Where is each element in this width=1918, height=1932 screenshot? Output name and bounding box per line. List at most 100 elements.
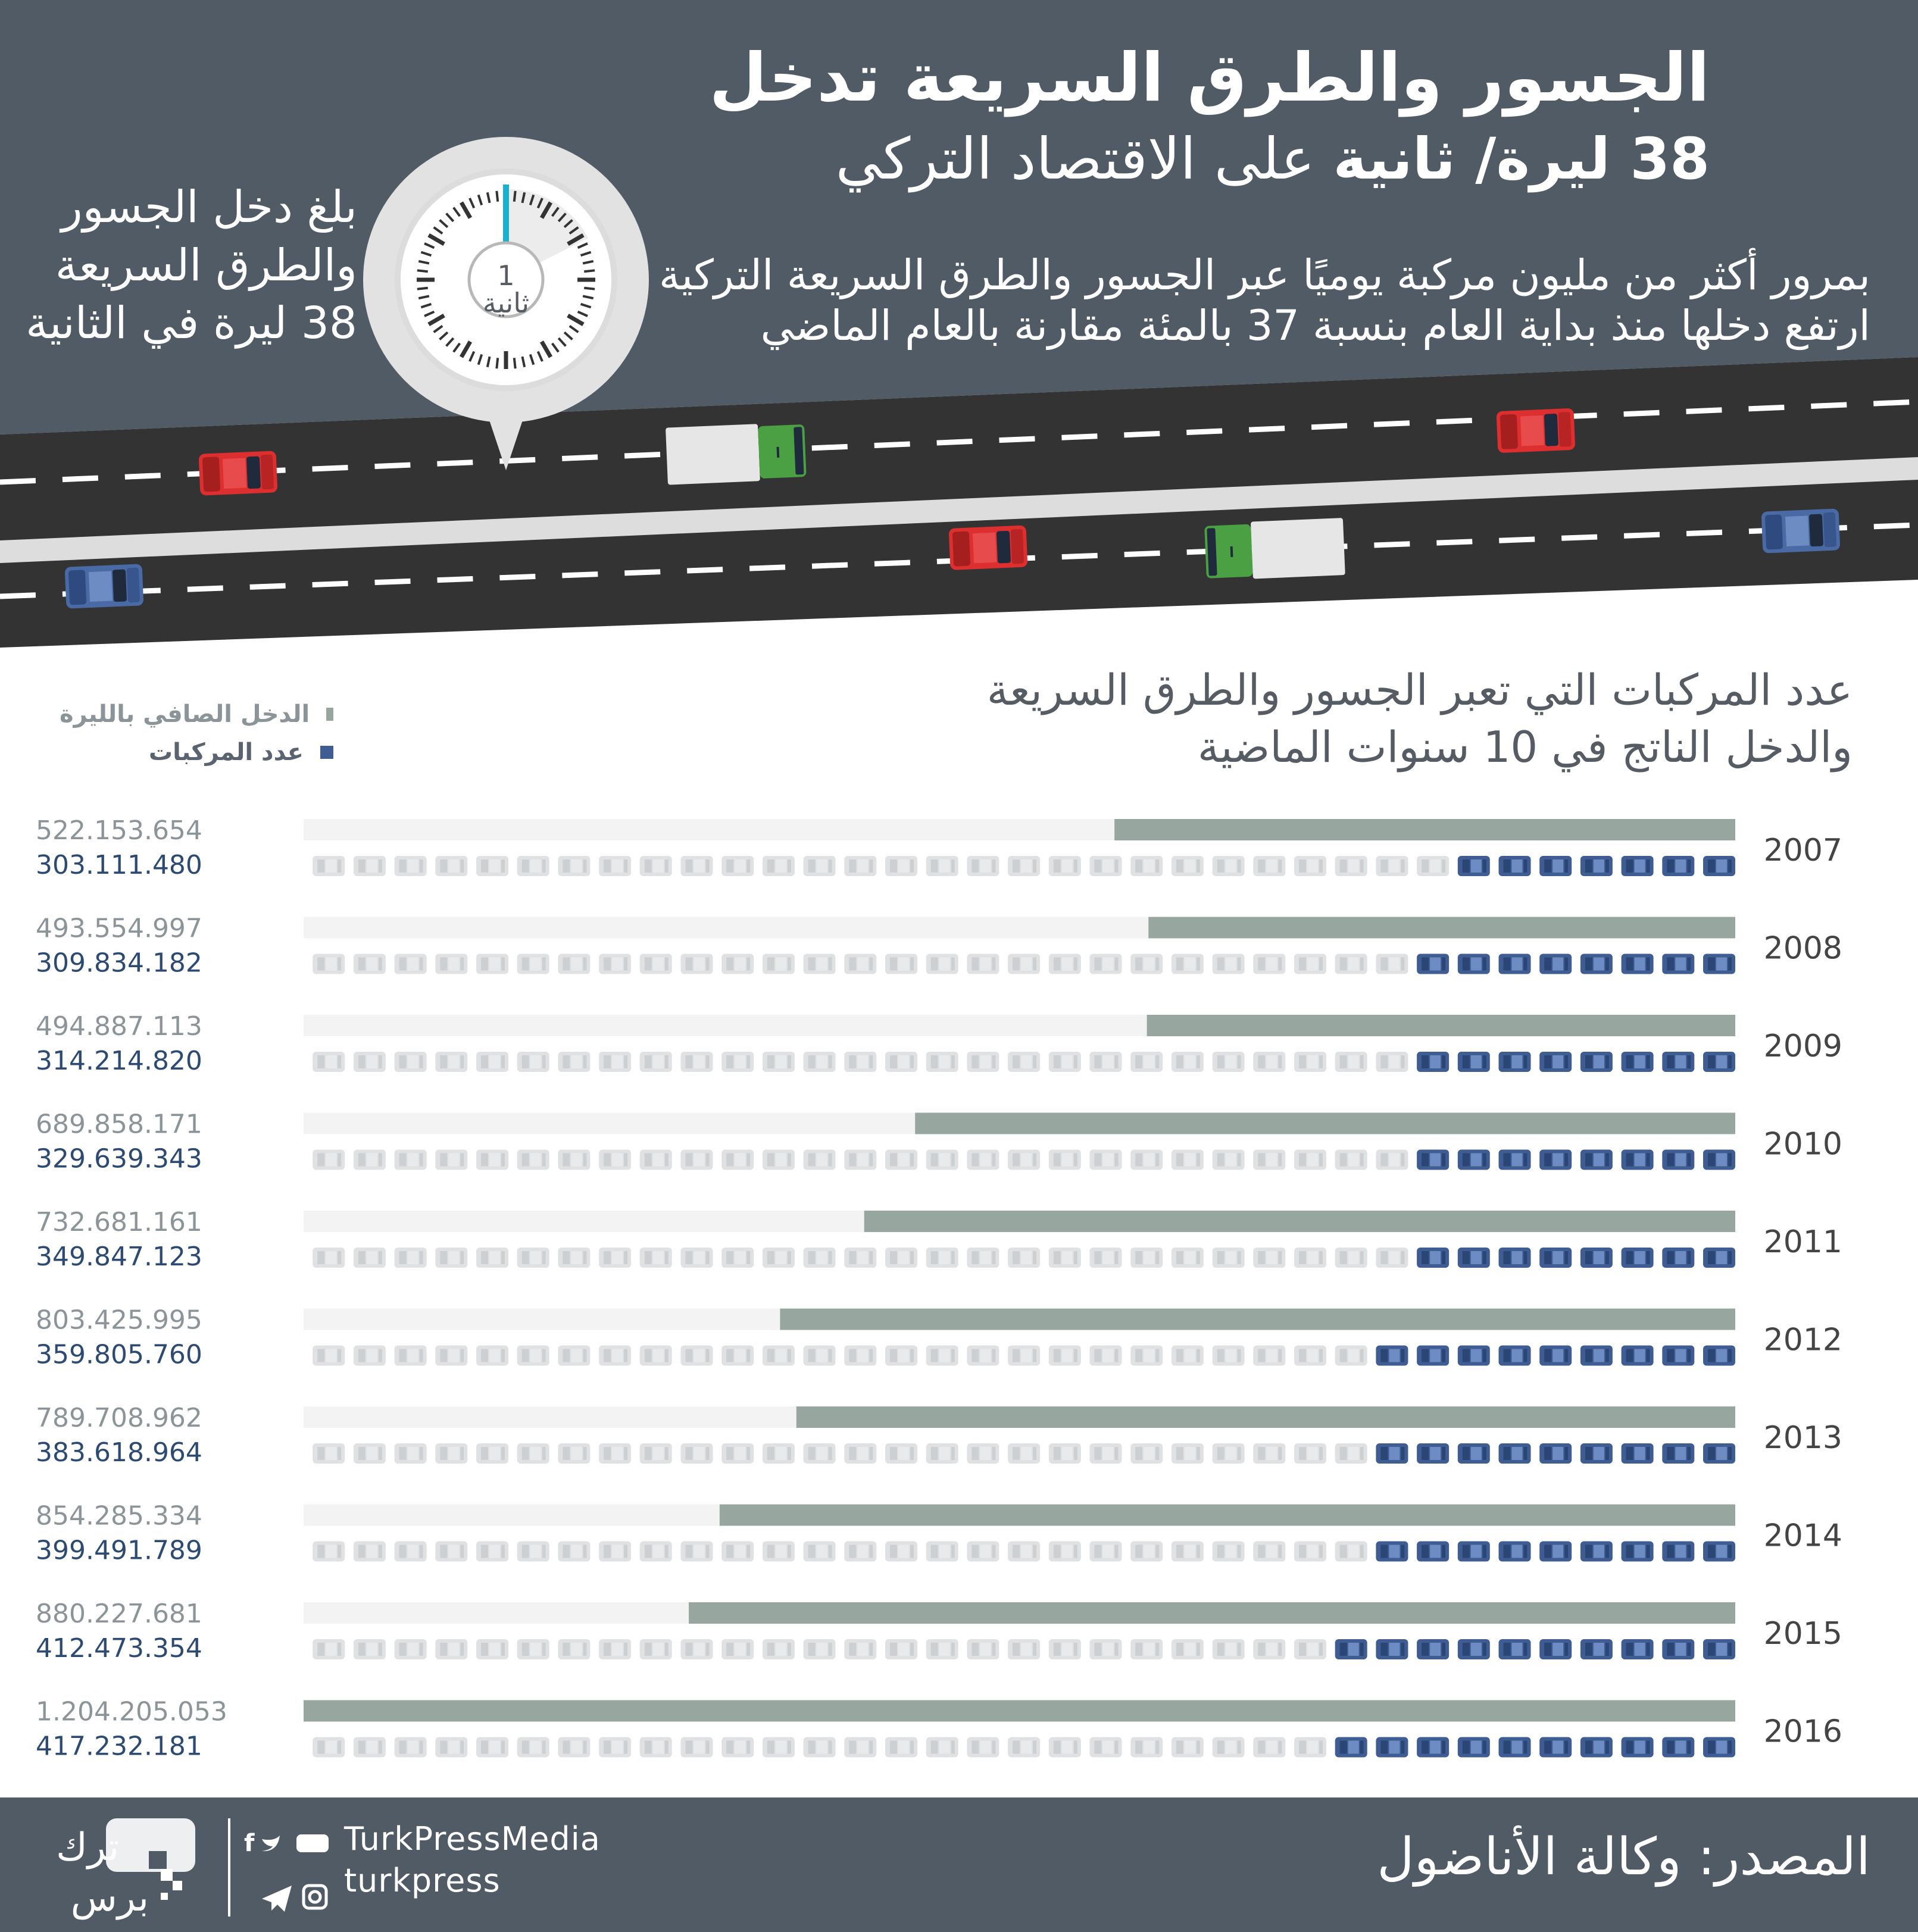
vehicle-icon-empty [1130, 1443, 1163, 1464]
stopwatch-tick [417, 286, 428, 290]
vehicle-icon-empty [803, 1052, 836, 1072]
vehicle-icon-empty [721, 856, 754, 876]
vehicle-icon-empty [1294, 1443, 1326, 1464]
vehicle-icon-empty [721, 954, 754, 974]
vehicle-icon-empty [967, 1541, 999, 1562]
vehicle-icon-empty [1008, 1149, 1041, 1170]
vehicle-icon-empty [1417, 856, 1450, 876]
vehicle-icon [1539, 1443, 1572, 1464]
vehicle-icon-empty [1376, 1052, 1408, 1072]
vehicle-icon-empty [1130, 1737, 1163, 1758]
vehicle-icon-empty [435, 1737, 468, 1758]
vehicle-icon-empty [762, 1149, 795, 1170]
stopwatch-tick [577, 242, 588, 249]
instagram-icon[interactable] [302, 1884, 328, 1910]
vehicle-icon-empty [1335, 1541, 1367, 1562]
vehicle-icon-empty [1171, 1052, 1204, 1072]
vehicle-icon [1539, 1345, 1572, 1366]
vehicle-icon-empty [517, 856, 549, 876]
vehicle-icon-empty [313, 1248, 345, 1268]
vehicle-icon [1662, 1443, 1695, 1464]
vehicle-icon [1498, 954, 1531, 974]
vehicle-icon [1703, 1737, 1735, 1758]
vehicle-icon-empty [476, 856, 508, 876]
vehicle-icon-empty [926, 954, 958, 974]
vehicle-icon-empty [1253, 1149, 1286, 1170]
vehicle-icon-empty [680, 1541, 713, 1562]
subtitle-line-1: بمرور أكثر من مليون مركبة يوميًا عبر الج… [659, 251, 1870, 299]
brand-name[interactable]: TurkPressMedia [344, 1820, 601, 1858]
stopwatch-unit: ثانية [482, 287, 530, 319]
vehicle-icon-empty [844, 1737, 877, 1758]
vehicle-icon-empty [1130, 954, 1163, 974]
vehicle-icon-empty [1130, 1345, 1163, 1366]
vehicle-icon [1457, 1443, 1490, 1464]
brand-handle[interactable]: turkpress [344, 1862, 501, 1899]
vehicle-icon-empty [313, 954, 345, 974]
vehicle-icon-empty [967, 1052, 999, 1072]
vehicle-icon-empty [762, 954, 795, 974]
youtube-icon[interactable] [296, 1834, 329, 1852]
vehicle-icon-empty [435, 954, 468, 974]
vehicle-icon-empty [762, 1248, 795, 1268]
vehicle-icon-empty [803, 1639, 836, 1659]
vehicle-icon-empty [517, 1443, 549, 1464]
vehicle-icon [1417, 1443, 1450, 1464]
stopwatch-tick [445, 212, 455, 223]
vehicle-icon [1580, 856, 1613, 876]
vehicle-icon-empty [1212, 1737, 1245, 1758]
vehicle-icon-empty [1130, 856, 1163, 876]
car-red-upper [198, 451, 278, 496]
vehicle-icon-empty [1089, 856, 1122, 876]
vehicle-icon-empty [680, 1639, 713, 1659]
stopwatch-tick [477, 354, 483, 365]
vehicle-icon-empty [558, 1345, 591, 1366]
vehicle-icon-empty [1130, 1541, 1163, 1562]
vehicle-icon-empty [721, 1639, 754, 1659]
vehicle-icon-empty [1008, 1443, 1041, 1464]
vehicle-icon-empty [558, 1052, 591, 1072]
vehicle-icon-empty [435, 1345, 468, 1366]
vehicle-icon-empty [967, 1248, 999, 1268]
vehicle-icon-empty [1048, 954, 1081, 974]
stopwatch-tick [433, 226, 443, 235]
vehicle-icon-empty [803, 1248, 836, 1268]
stopwatch-tick [486, 356, 491, 368]
vehicle-icon-empty [558, 1248, 591, 1268]
vehicle-icon [1703, 1541, 1735, 1562]
vehicle-icon-empty [926, 856, 958, 876]
stopwatch-tick [521, 192, 526, 204]
vehicle-icon-empty [517, 1052, 549, 1072]
vehicle-icon [1539, 1737, 1572, 1758]
facebook-icon[interactable]: f [244, 1830, 255, 1857]
legend-label-vehicles: عدد المركبات [148, 739, 304, 766]
income-bar [304, 1700, 1735, 1722]
vehicle-icon-empty [435, 1052, 468, 1072]
vehicle-icon [1498, 856, 1531, 876]
vehicle-value-label: 329.639.343 [36, 1144, 202, 1174]
vehicle-icon-empty [1294, 1345, 1326, 1366]
vehicle-icon [1703, 856, 1735, 876]
vehicle-icon-empty [1253, 1639, 1286, 1659]
vehicle-icon [1417, 1639, 1450, 1659]
vehicle-icon [1457, 1541, 1490, 1562]
year-group: 689.858.171 329.639.343 2010 [36, 1109, 1842, 1174]
vehicle-icon-empty [1212, 954, 1245, 974]
vehicle-icon-empty [1008, 856, 1041, 876]
vehicle-icon [1498, 1737, 1531, 1758]
vehicle-icon [1703, 1149, 1735, 1170]
vehicle-icon [1498, 1345, 1531, 1366]
stopwatch-tick [513, 358, 517, 369]
income-value-label: 732.681.161 [36, 1207, 202, 1237]
stopwatch-tick [427, 313, 445, 327]
income-bar [689, 1602, 1735, 1624]
vehicle-icon-empty [680, 1737, 713, 1758]
vehicle-icon-empty [967, 1639, 999, 1659]
vehicle-icon-empty [762, 1541, 795, 1562]
income-value-label: 493.554.997 [36, 914, 202, 944]
twitter-icon[interactable] [262, 1836, 280, 1852]
vehicle-icon-empty [1253, 856, 1286, 876]
vehicle-icon-empty [1212, 856, 1245, 876]
vehicle-icon-empty [1376, 856, 1408, 876]
telegram-icon[interactable] [262, 1886, 292, 1912]
